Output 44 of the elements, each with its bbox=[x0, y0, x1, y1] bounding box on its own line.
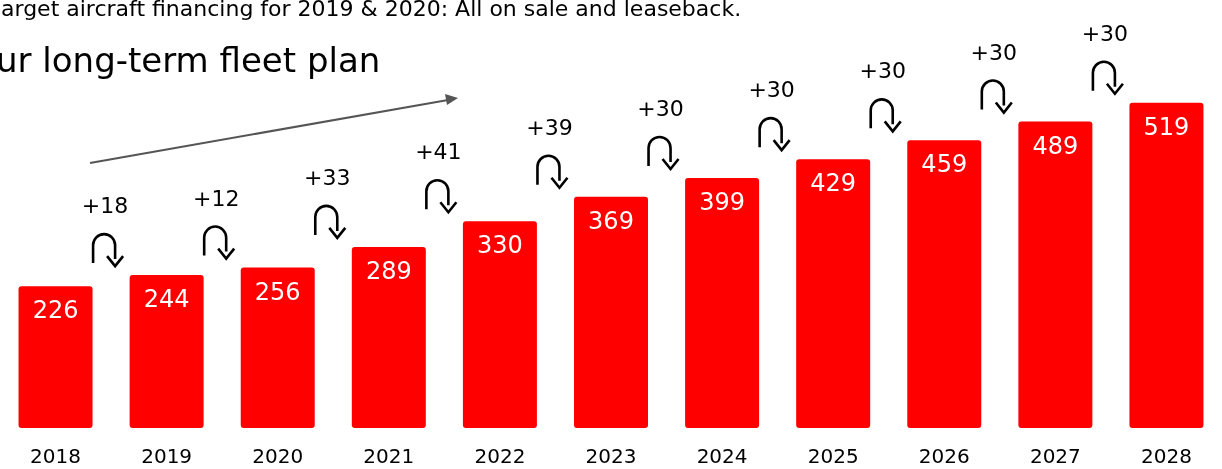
annotation: +12 bbox=[191, 185, 241, 211]
x-tick-label: 2021 bbox=[363, 444, 415, 468]
bar bbox=[129, 275, 204, 428]
annotation: +41 bbox=[414, 139, 463, 165]
data-label: 256 bbox=[254, 277, 301, 306]
bar bbox=[351, 246, 426, 428]
x-tick-label: 2020 bbox=[252, 444, 304, 468]
bar bbox=[1129, 102, 1204, 428]
x-tick-label: 2025 bbox=[807, 444, 859, 468]
bar bbox=[462, 221, 537, 428]
x-tick-label: 2019 bbox=[141, 444, 193, 468]
data-label: 399 bbox=[699, 187, 745, 216]
annotation: +33 bbox=[303, 164, 352, 190]
data-label: 289 bbox=[365, 256, 412, 285]
x-tick-label: 2027 bbox=[1029, 444, 1081, 468]
bar bbox=[18, 286, 93, 428]
data-label: 459 bbox=[921, 150, 968, 179]
text: +30 bbox=[1080, 20, 1130, 46]
x-tick-label: 2023 bbox=[585, 444, 637, 468]
x-tick-label: 2018 bbox=[30, 444, 81, 468]
chart-title: arget aircraft financing for 2019 & 2020: All on sale and leaseback. bbox=[1, 0, 742, 21]
annotation: +18 bbox=[80, 193, 130, 219]
bar bbox=[907, 140, 982, 428]
data-label: 226 bbox=[32, 296, 79, 325]
bar bbox=[1018, 121, 1093, 428]
x-tick-label: 2024 bbox=[696, 444, 748, 468]
annotation: +39 bbox=[525, 114, 574, 140]
annotation: +30 bbox=[636, 95, 685, 121]
text: +30 bbox=[969, 39, 1019, 65]
data-label: 369 bbox=[588, 206, 634, 235]
x-tick-label: 2026 bbox=[918, 444, 970, 468]
data-label: 429 bbox=[810, 169, 857, 198]
text: +30 bbox=[858, 58, 907, 84]
bar bbox=[685, 177, 760, 428]
data-label: 244 bbox=[143, 285, 190, 314]
data-label: 519 bbox=[1143, 112, 1190, 141]
text: +30 bbox=[747, 77, 796, 103]
x-tick-label: 2028 bbox=[1141, 444, 1192, 468]
bar bbox=[796, 159, 871, 428]
data-label: 489 bbox=[1032, 131, 1079, 160]
data-label: 330 bbox=[477, 231, 523, 260]
bar bbox=[240, 267, 315, 428]
bar bbox=[574, 196, 648, 428]
x-tick-label: 2022 bbox=[474, 444, 526, 468]
